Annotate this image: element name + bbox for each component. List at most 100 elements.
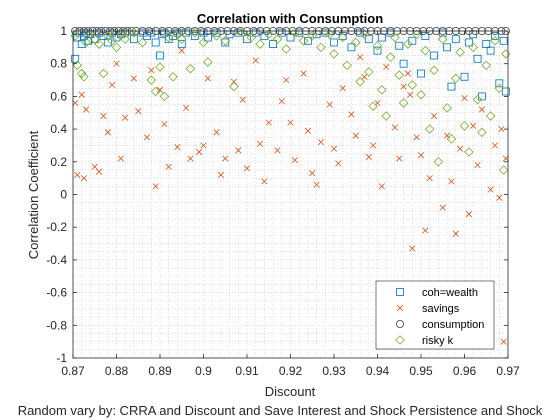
- point-savings: [409, 245, 416, 252]
- point-savings: [348, 111, 355, 118]
- point-risky-k: [76, 68, 87, 79]
- point-savings: [278, 98, 285, 105]
- point-risky-k: [420, 45, 431, 56]
- point-savings: [474, 161, 481, 169]
- point-risky-k: [85, 29, 96, 40]
- point-risky-k: [464, 147, 474, 157]
- point-savings: [135, 108, 142, 115]
- point-savings: [487, 186, 494, 193]
- point-coh-wealth: [395, 41, 404, 50]
- point-savings: [396, 155, 403, 162]
- point-coh-wealth: [486, 46, 495, 55]
- point-coh-wealth: [330, 38, 338, 47]
- point-risky-k: [81, 37, 91, 48]
- point-savings: [391, 124, 398, 131]
- point-coh-wealth: [129, 35, 138, 44]
- point-savings: [287, 119, 294, 126]
- caption: Random vary by: CRRA and Discount and Sa…: [18, 403, 543, 418]
- point-risky-k: [403, 39, 413, 49]
- point-savings: [117, 155, 124, 162]
- point-coh-wealth: [499, 36, 508, 45]
- point-risky-k: [272, 34, 283, 44]
- point-savings: [165, 163, 172, 170]
- point-risky-k: [324, 29, 335, 40]
- point-savings: [204, 75, 211, 82]
- point-risky-k: [150, 86, 161, 97]
- point-savings: [361, 73, 368, 80]
- point-risky-k: [498, 165, 509, 175]
- point-coh-wealth: [356, 28, 365, 37]
- y-axis-label: Correlation Coefficient: [26, 130, 41, 259]
- point-risky-k: [477, 127, 487, 138]
- y-tick-label: 0: [60, 188, 67, 202]
- point-risky-k: [159, 91, 170, 102]
- point-risky-k: [89, 34, 100, 44]
- point-risky-k: [372, 40, 383, 51]
- y-tick-label: -1: [56, 351, 67, 365]
- point-risky-k: [263, 29, 274, 40]
- point-savings: [200, 142, 207, 149]
- point-savings: [326, 101, 333, 108]
- point-risky-k: [120, 34, 130, 44]
- point-savings: [104, 129, 111, 136]
- point-savings: [365, 153, 372, 160]
- point-risky-k: [459, 121, 470, 131]
- point-risky-k: [163, 32, 174, 43]
- point-risky-k: [455, 47, 465, 58]
- point-risky-k: [364, 67, 374, 77]
- point-coh-wealth: [243, 35, 251, 44]
- point-risky-k: [198, 37, 209, 48]
- point-savings: [413, 134, 420, 141]
- y-tick-label: 0.8: [50, 57, 67, 71]
- point-coh-wealth: [460, 72, 469, 81]
- point-savings: [100, 112, 107, 120]
- point-coh-wealth: [173, 28, 182, 37]
- point-savings: [422, 227, 429, 234]
- point-coh-wealth: [364, 35, 373, 44]
- point-savings: [156, 86, 164, 93]
- y-tick-label: 1: [60, 24, 67, 38]
- x-tick-label: 0.89: [148, 364, 172, 378]
- point-savings: [183, 104, 190, 111]
- point-savings: [230, 78, 238, 85]
- point-risky-k: [472, 94, 483, 105]
- point-coh-wealth: [221, 38, 230, 47]
- point-coh-wealth: [90, 35, 99, 44]
- point-savings: [496, 194, 503, 201]
- point-savings: [261, 178, 268, 185]
- point-risky-k: [116, 29, 126, 40]
- point-coh-wealth: [156, 51, 164, 60]
- point-coh-wealth: [277, 28, 286, 37]
- point-savings: [239, 96, 246, 103]
- point-risky-k: [337, 32, 348, 43]
- point-risky-k: [442, 103, 452, 113]
- point-savings: [217, 171, 224, 178]
- point-savings: [335, 160, 342, 167]
- point-risky-k: [111, 42, 122, 53]
- point-savings: [222, 155, 229, 162]
- point-savings: [330, 145, 338, 152]
- point-coh-wealth: [447, 82, 456, 91]
- point-savings: [265, 119, 272, 126]
- legend-marker-risky-k: [395, 335, 405, 345]
- point-risky-k: [155, 62, 165, 72]
- point-risky-k: [385, 52, 396, 62]
- point-coh-wealth: [190, 32, 199, 40]
- x-tick-label: 0.91: [235, 364, 259, 378]
- y-tick-label: 0.6: [50, 89, 67, 103]
- point-savings: [113, 60, 120, 67]
- point-savings: [491, 142, 499, 149]
- point-risky-k: [176, 34, 187, 44]
- point-savings: [274, 147, 281, 154]
- x-axis-label: Discount: [265, 384, 316, 399]
- legend-label-consumption: consumption: [422, 319, 484, 331]
- legend-marker-consumption: [395, 319, 404, 328]
- point-savings: [470, 122, 477, 129]
- ticks: 0.87 0.88 0.89 0.9 0.91 0.92 0.93 0.94 0.95 0.96 0…: [46, 24, 520, 378]
- grid: [73, 31, 508, 358]
- point-savings: [357, 54, 364, 61]
- point-risky-k: [316, 42, 326, 53]
- point-risky-k: [381, 111, 391, 121]
- point-savings: [498, 126, 505, 133]
